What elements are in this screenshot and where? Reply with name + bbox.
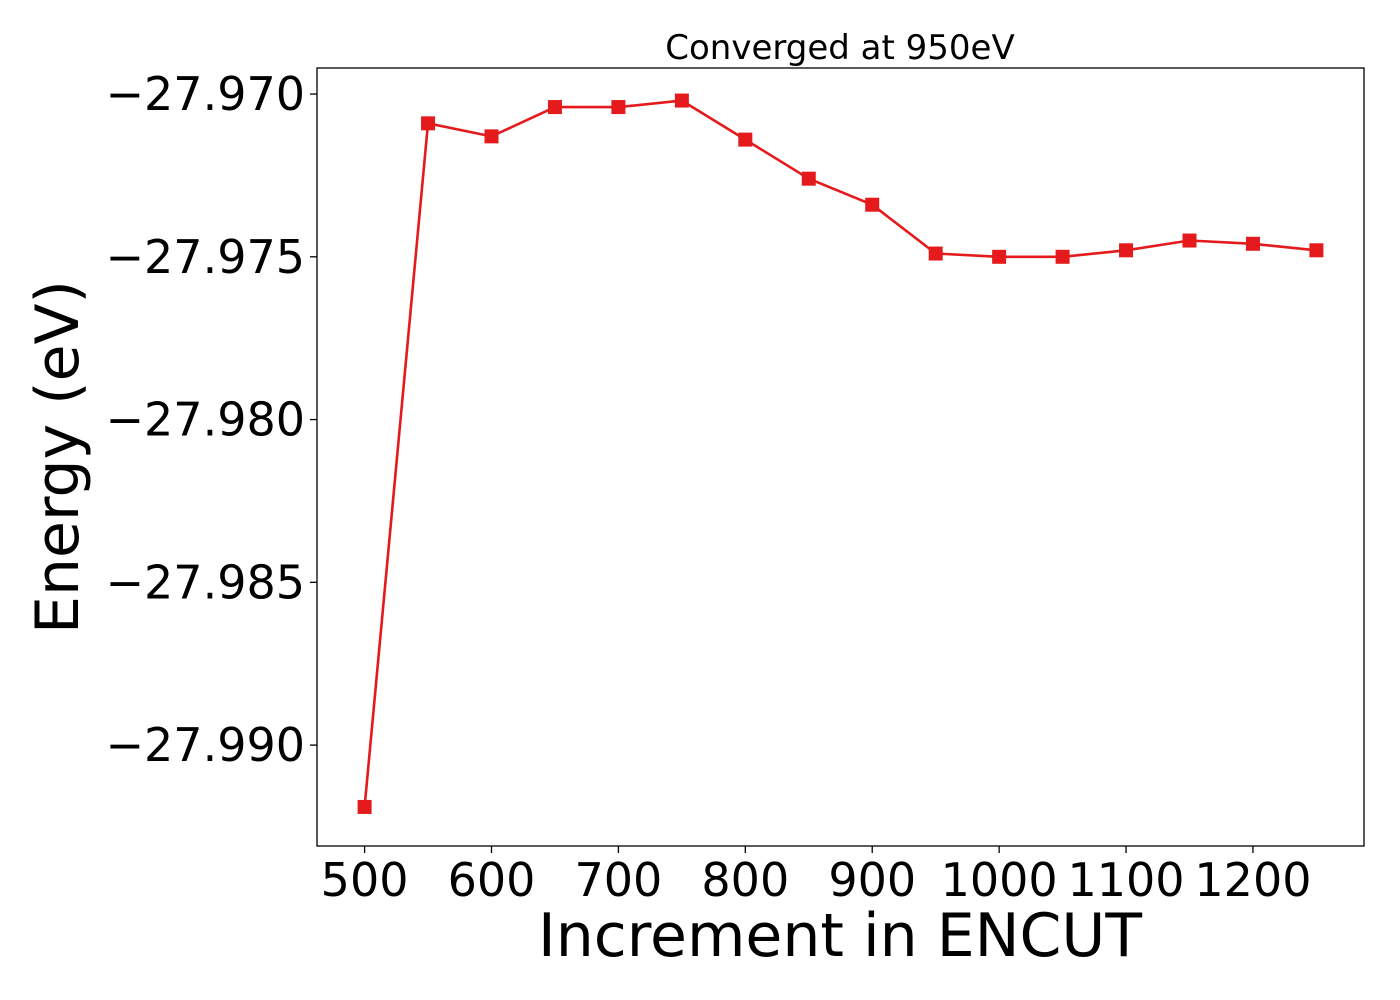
y-axis-title: Energy (eV): [23, 280, 93, 634]
data-point-marker: [801, 171, 816, 186]
x-tick-label: 500: [321, 853, 409, 907]
data-point-marker: [928, 246, 943, 261]
data-point-marker: [1055, 249, 1070, 264]
chart-title: Converged at 950eV: [665, 28, 1014, 68]
data-point-marker: [421, 116, 436, 131]
y-tick-label: −27.970: [106, 67, 306, 121]
data-point-marker: [738, 132, 753, 147]
x-axis: 500 600 700 800 900 1000 1100 1200: [321, 846, 1311, 907]
y-tick-label: −27.985: [106, 555, 306, 609]
series-energy: [357, 93, 1324, 814]
x-axis-title: Increment in ENCUT: [538, 901, 1142, 971]
x-tick-label: 800: [701, 853, 789, 907]
data-point-marker: [1119, 243, 1134, 258]
data-point-marker: [992, 249, 1007, 264]
x-tick-label: 1200: [1194, 853, 1311, 907]
x-tick-label: 1100: [1068, 853, 1185, 907]
y-tick-label: −27.990: [106, 718, 306, 772]
data-point-marker: [1182, 233, 1197, 248]
x-tick-label: 600: [448, 853, 536, 907]
series-line: [363, 99, 1317, 808]
data-point-marker: [1245, 236, 1260, 251]
plot-area-frame: [316, 67, 1365, 847]
x-tick-label: 700: [575, 853, 663, 907]
data-point-marker: [674, 93, 689, 108]
y-tick-label: −27.975: [106, 230, 306, 284]
y-axis: −27.970 −27.975 −27.980 −27.985 −27.990: [106, 67, 317, 772]
data-point-marker: [484, 129, 499, 144]
x-tick-label: 1000: [941, 853, 1058, 907]
data-point-marker: [1309, 243, 1324, 258]
y-tick-label: −27.980: [106, 393, 306, 447]
data-point-marker: [865, 197, 880, 212]
data-point-marker: [611, 100, 626, 115]
data-point-marker: [357, 799, 372, 814]
x-tick-label: 900: [828, 853, 916, 907]
data-point-marker: [547, 100, 562, 115]
